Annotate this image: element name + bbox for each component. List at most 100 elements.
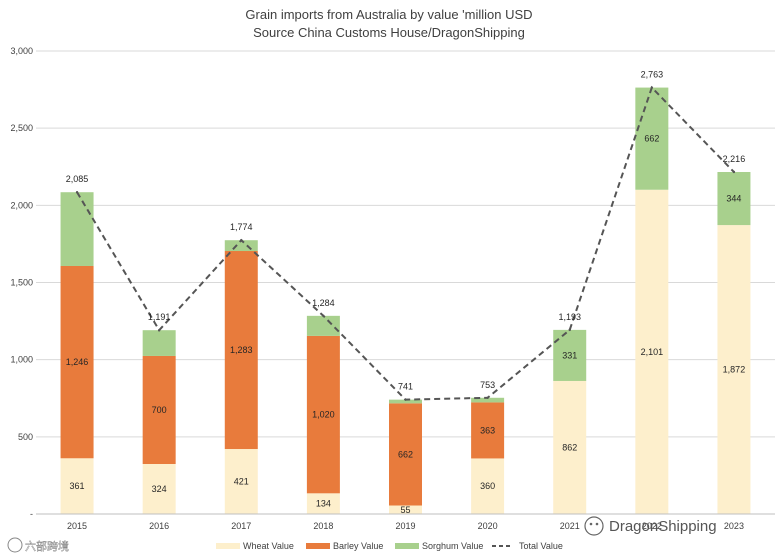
- segment-label: 361: [70, 481, 85, 491]
- total-label: 2,216: [723, 154, 746, 164]
- x-tick-label: 2019: [395, 521, 415, 531]
- total-label: 741: [398, 382, 413, 392]
- x-tick-label: 2023: [724, 521, 744, 531]
- bar-barley-value-2018: [306, 335, 340, 494]
- watermark-liubu: 六部跨境: [25, 539, 69, 553]
- legend-label: Wheat Value: [243, 541, 294, 551]
- bar-wheat-value-2015: [60, 458, 94, 514]
- total-point-2017: [240, 239, 243, 242]
- total-label: 2,085: [66, 174, 89, 184]
- watermark-logo-icon: [7, 537, 23, 553]
- segment-labels: 361 324 421 134 55 360 862 2,101 1,872 1,246 700 1,…: [66, 134, 745, 515]
- segment-label: 1,020: [312, 410, 335, 420]
- bar-wheat-value-2020: [471, 458, 505, 514]
- bar-barley-value-2015: [60, 265, 94, 459]
- segment-label: 344: [726, 194, 741, 204]
- total-line: 2,085 1,191 1,774 1,284 741 753 1,193 2,763 2,21…: [66, 70, 745, 401]
- y-tick-label: 500: [18, 432, 33, 442]
- segment-label: 662: [644, 134, 659, 144]
- x-tick-label: 2015: [67, 521, 87, 531]
- segment-label: 55: [400, 505, 410, 515]
- segment-label: 662: [398, 449, 413, 459]
- segment-label: 360: [480, 481, 495, 491]
- x-tick-label: 2018: [313, 521, 333, 531]
- y-tick-label: -: [30, 509, 33, 519]
- bar-wheat-value-2022: [635, 189, 669, 514]
- bar-wheat-value-2017: [224, 449, 258, 514]
- bar-wheat-value-2016: [142, 463, 176, 514]
- total-label: 753: [480, 380, 495, 390]
- segment-label: 324: [152, 484, 167, 494]
- total-point-2018: [322, 314, 325, 318]
- legend-swatch-sorghum-value: [395, 543, 419, 549]
- total-label: 2,763: [641, 70, 664, 80]
- y-tick-label: 1,500: [10, 278, 33, 288]
- total-label: 1,193: [558, 312, 581, 322]
- total-point-2015: [75, 191, 79, 194]
- y-tick-label: 3,000: [10, 46, 33, 56]
- bar-wheat-value-2018: [306, 493, 340, 514]
- legend: Wheat Value Barley Value Sorghum Value Tota…: [216, 541, 563, 551]
- x-tick-label: 2016: [149, 521, 169, 531]
- y-tick-label: 2,000: [10, 200, 33, 210]
- total-point-2022: [650, 86, 654, 89]
- y-tick-label: 1,000: [10, 355, 33, 365]
- x-axis: 2015 2016 2017 2018 2019 2020 2021 2022 2023: [36, 513, 775, 531]
- total-label: 1,191: [148, 312, 171, 322]
- segment-label: 421: [234, 477, 249, 487]
- segment-label: 700: [152, 405, 167, 415]
- segment-label: 331: [562, 350, 577, 360]
- segment-label: 2,101: [641, 347, 664, 357]
- total-point-2023: [732, 170, 736, 174]
- bar-sorghum-value-2022: [635, 87, 669, 190]
- wechat-icon-eye-left: [589, 522, 593, 526]
- wechat-icon: [584, 516, 604, 536]
- segment-label: 134: [316, 499, 331, 509]
- bar-sorghum-value-2023: [717, 171, 751, 226]
- legend-swatch-barley-value: [306, 543, 330, 549]
- y-axis: - 500 1,000 1,500 2,000 2,500 3,000: [10, 46, 33, 519]
- legend-label: Barley Value: [333, 541, 383, 551]
- bar-sorghum-value-2015: [60, 192, 94, 266]
- bar-sorghum-value-2020: [471, 397, 505, 403]
- total-label: 1,284: [312, 298, 335, 308]
- segment-label: 1,283: [230, 345, 253, 355]
- segment-label: 1,872: [723, 365, 746, 375]
- bar-sorghum-value-2021: [553, 329, 587, 381]
- bar-sorghum-value-2017: [224, 240, 258, 252]
- chart-title-line-2: Source China Customs House/DragonShippin…: [253, 25, 525, 40]
- bar-sorghum-value-2019: [389, 399, 422, 404]
- chart-title-line-1: Grain imports from Australia by value 'm…: [245, 7, 532, 22]
- total-label: 1,774: [230, 222, 253, 232]
- chart-title: Grain imports from Australia by value 'm…: [245, 7, 532, 40]
- bar-barley-value-2016: [142, 355, 176, 464]
- wechat-icon-eye-right: [595, 522, 599, 526]
- total-point-2019: [404, 398, 407, 401]
- watermark-right: DragonShipping: [584, 516, 717, 536]
- bar-sorghum-value-2018: [306, 315, 340, 336]
- bar-wheat-value-2019: [389, 505, 422, 514]
- bar-barley-value-2017: [224, 251, 258, 450]
- watermark-dragonshipping: DragonShipping: [609, 518, 717, 535]
- bar-sorghum-value-2016: [142, 330, 176, 356]
- y-tick-label: 2,500: [10, 123, 33, 133]
- legend-swatch-wheat-value: [216, 543, 240, 549]
- total-point-2021: [568, 328, 571, 332]
- x-tick-label: 2021: [560, 521, 580, 531]
- segment-label: 1,246: [66, 357, 89, 367]
- segment-label: 862: [562, 442, 577, 452]
- x-tick-label: 2020: [478, 521, 498, 531]
- x-tick-label: 2017: [231, 521, 251, 531]
- x-tick-label: 2022: [642, 521, 662, 531]
- bar-barley-value-2020: [471, 402, 505, 459]
- bar-wheat-value-2023: [717, 225, 751, 514]
- bar-barley-value-2019: [389, 403, 422, 506]
- legend-label: Total Value: [519, 541, 563, 551]
- legend-label: Sorghum Value: [422, 541, 483, 551]
- bar-wheat-value-2021: [553, 380, 587, 514]
- bars: [60, 87, 751, 514]
- watermark-left: 六部跨境: [7, 537, 69, 553]
- total-point-2020: [486, 396, 489, 399]
- total-point-2016: [157, 328, 161, 332]
